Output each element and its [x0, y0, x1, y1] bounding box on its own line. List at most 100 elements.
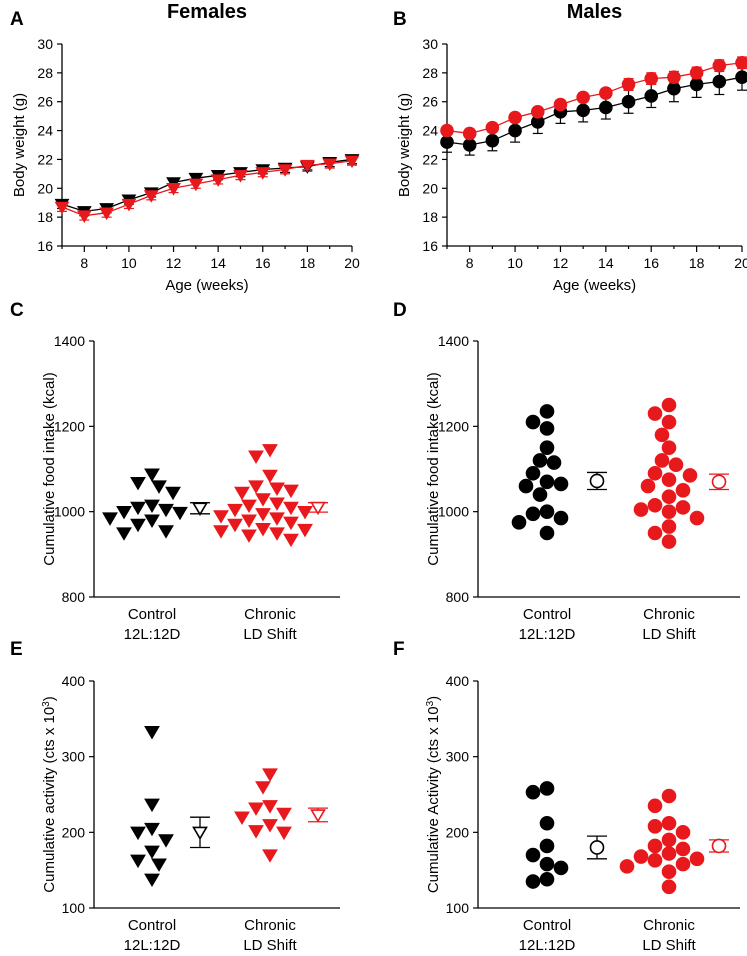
- y-tick-label: 100: [446, 900, 470, 916]
- data-point: [735, 70, 747, 84]
- y-tick-label: 24: [422, 123, 438, 139]
- y-tick-label: 30: [37, 36, 53, 52]
- x-tick-label: 16: [255, 255, 271, 271]
- data-point: [539, 421, 555, 436]
- category-label: LD Shift: [243, 937, 297, 954]
- data-point: [675, 825, 691, 840]
- data-point: [525, 874, 541, 889]
- y-axis-label: Body weight (g): [396, 93, 413, 197]
- data-point: [518, 478, 534, 494]
- mean-marker: [711, 838, 727, 854]
- y-tick-label: 1400: [438, 333, 469, 349]
- group-control: [525, 781, 607, 889]
- data-point: [644, 71, 659, 86]
- data-point: [661, 832, 677, 848]
- data-point: [248, 802, 264, 816]
- x-tick-label: 8: [466, 255, 474, 271]
- y-tick-label: 400: [446, 673, 470, 689]
- data-point: [297, 523, 313, 538]
- data-point: [130, 854, 146, 869]
- data-point: [576, 90, 590, 105]
- data-point: [553, 860, 569, 876]
- panel-title: Males: [567, 1, 623, 23]
- x-tick-label: 12: [553, 255, 569, 271]
- data-point: [144, 798, 160, 813]
- data-point: [525, 414, 541, 430]
- data-point: [130, 476, 146, 491]
- group-chronic-ld-shift: [213, 444, 328, 548]
- data-point: [661, 534, 677, 549]
- data-point: [525, 784, 541, 800]
- data-point: [661, 815, 677, 831]
- data-point: [233, 170, 248, 183]
- data-point: [241, 514, 257, 528]
- data-point: [116, 527, 132, 541]
- y-tick-label: 800: [446, 589, 470, 605]
- x-tick-label: 10: [121, 255, 137, 271]
- data-point: [539, 781, 555, 796]
- data-point: [262, 768, 278, 782]
- y-tick-label: 400: [62, 673, 86, 689]
- data-point: [689, 851, 705, 867]
- data-point: [661, 519, 677, 534]
- y-tick-label: 200: [62, 824, 86, 840]
- y-axis-label: Cumulative activity (cts x 103): [41, 696, 59, 892]
- group-control: [130, 726, 210, 887]
- category-label: 12L:12D: [124, 937, 181, 954]
- group-chronic-ld-shift: [234, 768, 328, 863]
- y-axis-label: Cumulative Activity (cts x 103): [425, 696, 443, 893]
- data-point: [576, 103, 590, 118]
- data-point: [485, 133, 500, 148]
- data-point: [667, 70, 681, 84]
- y-tick-label: 18: [422, 209, 438, 225]
- data-point: [689, 510, 705, 526]
- data-point: [227, 518, 243, 533]
- y-tick-label: 28: [422, 65, 438, 81]
- y-tick-label: 1200: [438, 418, 469, 434]
- panel-D: D 800 1000 1200 1400 Cumulative food intake (…: [393, 300, 740, 643]
- data-point: [654, 453, 670, 468]
- data-point: [188, 178, 204, 192]
- category-label: Control: [523, 606, 571, 623]
- category-label: Control: [128, 606, 176, 623]
- data-point: [440, 135, 454, 149]
- y-tick-label: 26: [37, 94, 53, 110]
- panel-label: A: [10, 9, 24, 30]
- category-label: LD Shift: [642, 937, 696, 954]
- data-point: [166, 182, 181, 196]
- data-point: [661, 846, 677, 861]
- data-point: [277, 164, 293, 177]
- data-point: [116, 505, 132, 520]
- data-point: [621, 94, 636, 109]
- data-point: [262, 469, 278, 484]
- mean-marker: [589, 840, 605, 855]
- x-tick-label: 20: [344, 255, 360, 271]
- panel-label: E: [10, 639, 23, 660]
- data-point: [553, 476, 569, 492]
- data-point: [532, 487, 548, 502]
- data-point: [539, 838, 555, 854]
- data-point: [462, 138, 477, 152]
- data-point: [144, 468, 160, 482]
- data-point: [158, 834, 174, 848]
- data-point: [647, 406, 663, 421]
- y-tick-label: 22: [37, 151, 53, 167]
- y-tick-label: 26: [422, 94, 438, 110]
- group-control: [511, 404, 607, 541]
- category-label: LD Shift: [642, 626, 696, 643]
- category-label: 12L:12D: [519, 626, 576, 643]
- data-point: [262, 800, 278, 814]
- data-point: [647, 465, 663, 481]
- data-point: [144, 726, 160, 740]
- data-point: [151, 480, 167, 494]
- data-point: [269, 527, 285, 541]
- data-point: [269, 482, 285, 496]
- data-point: [262, 819, 278, 833]
- data-point: [485, 120, 500, 135]
- data-point: [644, 89, 659, 103]
- y-tick-label: 16: [422, 238, 438, 254]
- data-point: [661, 489, 677, 505]
- data-point: [539, 871, 555, 887]
- data-point: [539, 440, 555, 455]
